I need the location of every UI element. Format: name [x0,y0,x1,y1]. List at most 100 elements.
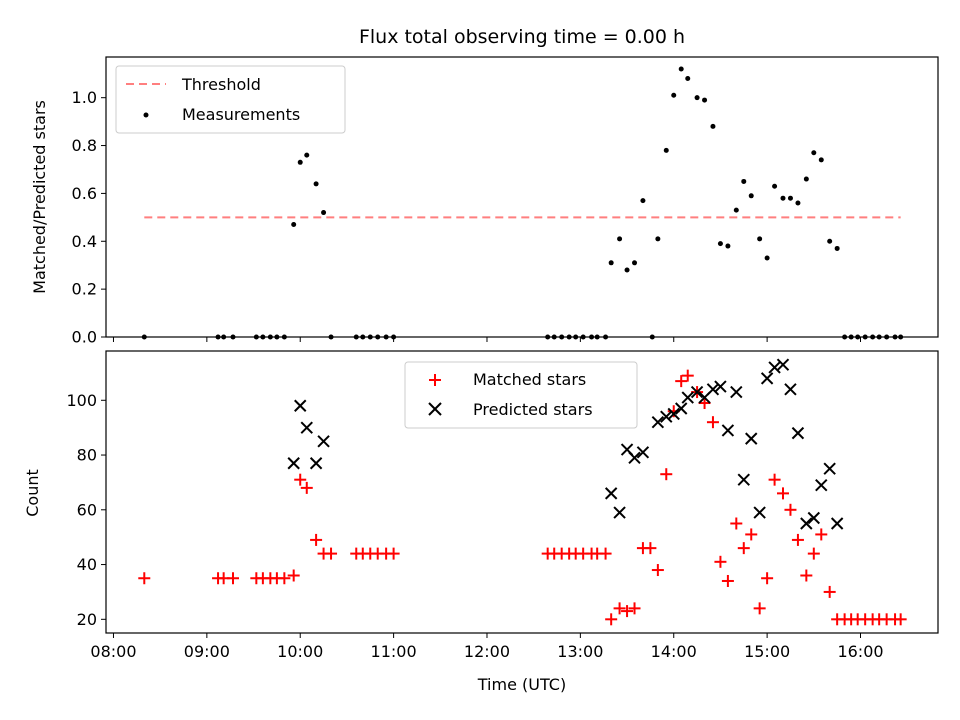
predicted-star-stroke-b [830,517,844,530]
measurement-point [624,267,630,273]
matched-star-point [714,555,727,568]
bottom-x-tick-label: 08:00 [90,642,136,661]
legend-measurements-label: Measurements [182,105,300,124]
measurement-point [780,195,786,201]
matched-star-point [681,369,694,382]
matched-star-point [294,473,307,486]
predicted-star-stroke-b [667,407,680,421]
bottom-y-tick-label: 60 [77,500,97,519]
bottom-x-tick-label: 09:00 [184,642,230,661]
matched-star-point [310,533,323,546]
measurement-point [772,183,778,189]
predicted-star-stroke-b [721,424,735,437]
top-y-axis-label: Matched/Predicted stars [30,100,49,294]
legend-predicted-label: Predicted stars [473,400,593,419]
bottom-axes-frame [105,350,939,634]
matched-star-point [675,375,688,388]
measurement-point [655,236,661,242]
measurement-point [811,150,817,156]
bottom-x-tick-label: 12:00 [464,642,510,661]
predicted-star-point [690,385,704,399]
matched-star-point [138,572,151,585]
predicted-star-stroke-b [815,478,828,492]
predicted-star-point [776,358,790,371]
predicted-star-stroke-b [730,385,743,399]
measurement-point [702,97,708,103]
measurement-point [834,245,840,251]
matched-star-point [300,481,313,494]
bottom-y-axis-label: Count [23,469,42,517]
measurement-point [764,255,770,261]
measurement-point [748,193,754,199]
predicted-star-stroke-b [681,391,694,404]
measurement-point [291,222,297,228]
matched-star-point [745,528,758,541]
predicted-star-stroke-b [737,473,750,486]
measurement-point [803,176,809,182]
predicted-star-stroke-b [309,457,323,470]
measurement-point [787,195,793,201]
matched-star-point [753,602,766,615]
top-y-axis: 0.0 0.2 0.4 0.6 0.8 1.0 [72,88,106,347]
matched-star-point [387,547,400,560]
bottom-x-tick-label: 10:00 [277,642,323,661]
predicted-star-point [667,407,680,421]
measurement-point [741,178,747,184]
top-legend: Threshold Measurements [115,65,346,134]
predicted-star-point [706,383,720,396]
legend-threshold-label: Threshold [181,75,261,94]
top-legend-box [115,65,346,134]
bottom-x-tick-label: 14:00 [651,642,697,661]
measurement-point [297,159,303,165]
measurement-point [678,66,684,72]
measurement-point [733,207,739,213]
predicted-star-stroke-b [317,435,330,448]
predicted-star-point [317,435,330,448]
predicted-star-stroke-b [604,487,618,500]
matched-star-point [651,564,664,577]
predicted-star-point [636,446,650,459]
predicted-star-point [737,473,750,486]
bottom-x-tick-label: 11:00 [371,642,417,661]
predicted-star-stroke-b [714,380,727,393]
matched-star-point [706,416,719,429]
top-y-tick-label: 0.0 [72,328,97,347]
matched-star-point [325,547,338,560]
predicted-star-stroke-b [800,517,813,530]
bottom-axes: 20 40 60 80 100 08:00 09:00 10:00 11:00 12:00 13:… [23,350,939,694]
predicted-star-stroke-b [745,432,758,445]
bottom-x-axis: 08:00 09:00 10:00 11:00 12:00 13:00 14:00 15:00… [90,633,884,661]
measurement-point [617,236,623,242]
predicted-star-point [613,506,626,519]
measurement-point [725,243,731,249]
matched-star-point [721,574,734,587]
matched-star-point [768,473,781,486]
measurement-point [694,95,700,101]
predicted-star-stroke-b [823,462,836,475]
predicted-star-point [287,457,300,470]
predicted-star-stroke-b [628,451,641,464]
measurement-point [717,241,723,247]
predicted-star-point [309,457,323,470]
predicted-star-stroke-b [294,399,307,412]
matched-star-point [761,572,774,585]
predicted-star-stroke-b [753,506,766,519]
predicted-star-stroke-b [660,410,673,423]
predicted-star-point [800,517,813,530]
matched-star-point [287,569,300,582]
predicted-star-point [294,399,307,412]
predicted-star-point [784,383,797,396]
predicted-star-stroke-b [620,443,634,456]
top-axes-frame [105,56,939,338]
matched-star-point [613,602,626,615]
predicted-star-point [651,415,665,429]
top-y-tick-label: 1.0 [72,88,97,107]
matched-star-point [730,517,743,530]
predicted-star-point [745,432,758,445]
predicted-star-point [807,511,821,525]
bottom-legend-box [404,361,638,429]
predicted-star-point [830,517,844,530]
top-x-axis [112,337,861,342]
bottom-legend: Matched stars Predicted stars [404,361,638,429]
bottom-x-tick-label: 15:00 [744,642,790,661]
